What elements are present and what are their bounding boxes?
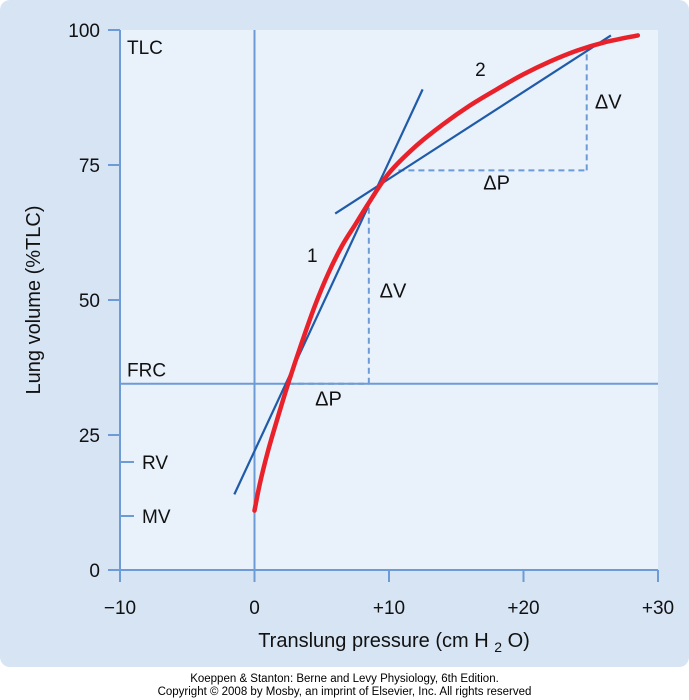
x-tick-label: +20 <box>507 598 539 619</box>
y-ticks: 0 25 50 75 100 <box>68 21 120 582</box>
x-tick-label: −10 <box>104 598 136 619</box>
x-ticks: −10 0 +10 +20 +30 <box>104 570 674 619</box>
x-axis-label: Translung pressure (cm H 2 O) <box>258 630 530 657</box>
x-axis-label-main: Translung pressure (cm H <box>258 630 488 652</box>
y-tick-label: 25 <box>79 426 100 447</box>
tangent-line-1 <box>233 88 424 495</box>
level-label-mv: MV <box>142 507 171 528</box>
delta-markers <box>288 51 588 385</box>
level-label-rv: RV <box>142 453 168 474</box>
tangent-label-1: 1 <box>307 246 318 267</box>
level-label-tlc: TLC <box>127 38 163 59</box>
y-tick-label: 50 <box>79 291 100 312</box>
x-tick-label: +10 <box>373 598 405 619</box>
level-labels: TLC FRC RV MV <box>120 38 171 528</box>
x-axis-label-end: O) <box>508 630 530 652</box>
y-axis-label: Lung volume (%TLC) <box>23 206 45 395</box>
pressure-volume-curve <box>252 33 641 513</box>
delta-volume-label: ΔV <box>595 91 622 113</box>
reference-lines <box>120 30 658 570</box>
y-tick-label: 0 <box>89 561 100 582</box>
delta-labels: ΔP ΔV ΔP ΔV <box>315 91 622 410</box>
delta-pressure-label: ΔP <box>315 388 342 410</box>
y-tick-label: 75 <box>79 156 100 177</box>
tangent-label-2: 2 <box>475 60 486 81</box>
footer-citation: Koeppen & Stanton: Berne and Levy Physio… <box>190 673 499 685</box>
y-tick-label: 100 <box>68 21 100 42</box>
x-axis-label-subscript: 2 <box>494 639 502 655</box>
x-tick-label: 0 <box>249 598 260 619</box>
delta-pressure-label: ΔP <box>483 172 510 194</box>
tangent-labels: 12 <box>307 60 486 267</box>
level-label-frc: FRC <box>127 361 166 382</box>
plot-area <box>120 30 658 570</box>
delta-volume-label: ΔV <box>380 280 407 302</box>
x-tick-label: +30 <box>642 598 674 619</box>
footer-copyright: Copyright © 2008 by Mosby, an imprint of… <box>157 686 532 698</box>
